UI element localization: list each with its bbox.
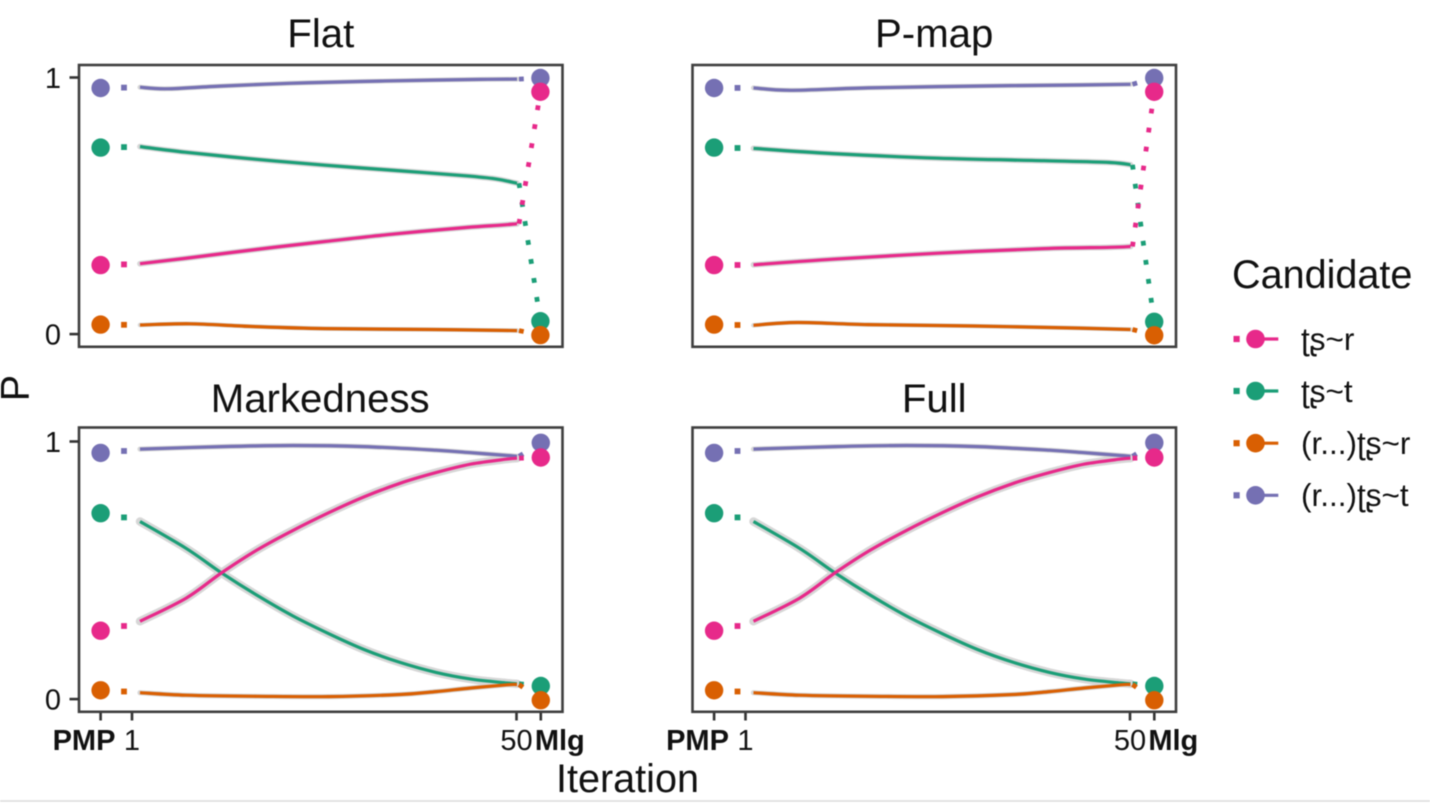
svg-text:ʈʂ~t: ʈʂ~t bbox=[1301, 373, 1353, 409]
svg-text:Mlg: Mlg bbox=[535, 725, 585, 757]
svg-text:(r...)ʈʂ~r: (r...)ʈʂ~r bbox=[1301, 425, 1410, 461]
svg-text:Full: Full bbox=[902, 376, 967, 421]
svg-text:PMP: PMP bbox=[666, 725, 729, 757]
svg-text:Mlg: Mlg bbox=[1148, 725, 1198, 757]
svg-text:PMP: PMP bbox=[53, 725, 116, 757]
svg-text:P-map: P-map bbox=[875, 11, 993, 56]
svg-text:1: 1 bbox=[737, 725, 753, 757]
svg-text:Markedness: Markedness bbox=[211, 376, 430, 421]
svg-text:1: 1 bbox=[124, 725, 140, 757]
svg-text:50: 50 bbox=[500, 725, 532, 757]
svg-text:P: P bbox=[0, 375, 38, 401]
svg-text:50: 50 bbox=[1114, 725, 1146, 757]
svg-text:ʈʂ~r: ʈʂ~r bbox=[1301, 321, 1354, 357]
svg-text:Flat: Flat bbox=[287, 11, 354, 56]
svg-text:1: 1 bbox=[45, 63, 61, 95]
svg-text:Iteration: Iteration bbox=[556, 757, 699, 801]
svg-text:Candidate: Candidate bbox=[1232, 253, 1412, 297]
svg-text:(r...)ʈʂ~t: (r...)ʈʂ~t bbox=[1301, 477, 1409, 513]
svg-text:0: 0 bbox=[45, 685, 61, 717]
svg-text:1: 1 bbox=[45, 427, 61, 459]
svg-text:0: 0 bbox=[45, 320, 61, 352]
